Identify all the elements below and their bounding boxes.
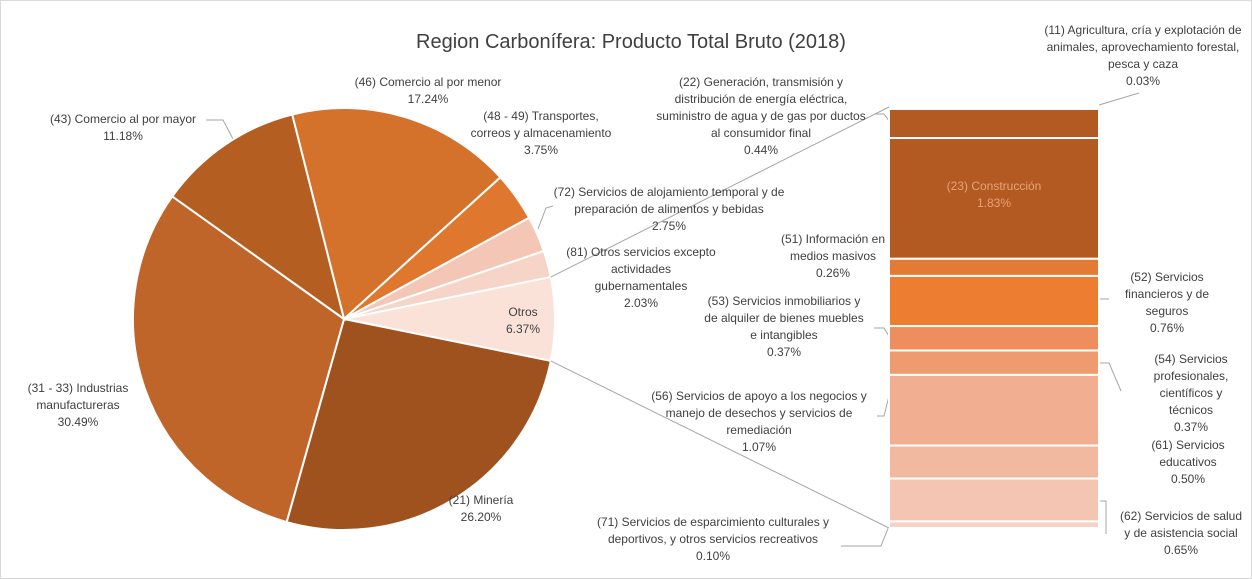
data-label: (56) Servicios de apoyo a los negocios y…: [634, 388, 884, 456]
leader-line: [877, 395, 890, 417]
data-label: (81) Otros servicios excepto actividades…: [566, 244, 716, 312]
category-label: (48 - 49) Transportes, correos y almacen…: [470, 109, 612, 140]
bar-segment: [888, 520, 1100, 529]
pie-slice: [170, 113, 346, 322]
category-label: (46) Comercio al por menor: [354, 75, 502, 89]
leader-line: [841, 525, 890, 547]
leader-line: [206, 119, 234, 140]
data-label: (21) Minería 26.20%: [421, 492, 541, 526]
bar-segment: [888, 325, 1100, 352]
value-label: 0.50%: [1170, 472, 1206, 486]
bar-segment: [888, 373, 1100, 447]
category-label: (31 - 33) Industrias manufactureras: [27, 381, 129, 412]
value-label: 3.75%: [523, 143, 559, 157]
category-label: (54) Servicios profesionales, científico…: [1153, 352, 1229, 417]
value-label: 0.76%: [1149, 321, 1185, 335]
category-label: (51) Información en medios masivos: [780, 232, 886, 263]
data-label: (71) Servicios de esparcimiento cultural…: [583, 514, 843, 565]
value-label: 2.75%: [651, 219, 687, 233]
value-label: 11.18%: [103, 129, 143, 143]
data-label: (53) Servicios inmobiliarios y de alquil…: [704, 293, 864, 361]
data-label: (62) Servicios de salud y de asistencia …: [1116, 508, 1246, 559]
chart-title: Region Carbonífera: Producto Total Bruto…: [416, 31, 846, 53]
bar-segment: [888, 274, 1100, 328]
leader-line: [1099, 500, 1107, 534]
value-label: 2.03%: [623, 296, 659, 310]
pie-slice: [131, 194, 346, 524]
value-label: 0.44%: [743, 143, 779, 157]
data-label: (22) Generación, transmisión y distribuc…: [656, 74, 866, 159]
bar-segment: [888, 107, 1100, 140]
category-label: (61) Servicios educativos: [1151, 438, 1225, 469]
category-label: Otros: [508, 305, 538, 319]
data-label: (52) Servicios financieros y de seguros 0…: [1107, 269, 1227, 337]
data-label: (51) Información en medios masivos 0.26%: [773, 231, 893, 282]
leader-line: [874, 113, 890, 122]
category-label: (11) Agricultura, cría y explotación de …: [1044, 23, 1242, 71]
data-label: (54) Servicios profesionales, científico…: [1136, 351, 1246, 436]
leader-line: [537, 205, 554, 230]
leader-line: [1098, 92, 1140, 106]
bar-segment: [888, 444, 1100, 480]
data-label: (11) Agricultura, cría y explotación de …: [1029, 22, 1252, 90]
category-label: (23) Construcción: [946, 179, 1042, 193]
value-label: 0.10%: [695, 549, 731, 563]
category-label: (53) Servicios inmobiliarios y de alquil…: [704, 294, 864, 342]
value-label: 0.03%: [1125, 74, 1161, 88]
value-label: 6.37%: [505, 322, 541, 336]
category-label: (43) Comercio al por mayor: [49, 112, 197, 126]
leader-lines: [206, 92, 1140, 547]
value-label: 0.37%: [766, 345, 802, 359]
bar-segment: [888, 137, 1100, 260]
category-label: (52) Servicios financieros y de seguros: [1124, 270, 1210, 318]
data-label: (43) Comercio al por mayor 11.18%: [33, 111, 213, 145]
category-label: (62) Servicios de salud y de asistencia …: [1119, 509, 1243, 540]
value-label: 26.20%: [460, 510, 502, 524]
leader-line: [1099, 362, 1122, 392]
category-label: (72) Servicios de alojamiento temporal y…: [553, 185, 785, 216]
category-label: (56) Servicios de apoyo a los negocios y…: [651, 389, 867, 437]
value-label: 1.83%: [976, 196, 1012, 210]
leader-line: [874, 327, 890, 337]
pie-slice: [290, 107, 502, 321]
data-label: Otros 6.37%: [493, 304, 553, 338]
data-label: (31 - 33) Industrias manufactureras 30.49…: [8, 380, 148, 431]
value-label: 17.24%: [407, 92, 449, 106]
bar-segment: [888, 477, 1100, 523]
value-label: 1.07%: [741, 440, 777, 454]
connector-line: [550, 106, 890, 278]
category-label: (71) Servicios de esparcimiento cultural…: [596, 515, 830, 546]
bar-segment: [888, 257, 1100, 277]
data-label: (48 - 49) Transportes, correos y almacen…: [466, 108, 616, 159]
value-label: 30.49%: [57, 415, 99, 429]
category-label: (21) Minería: [448, 493, 514, 507]
value-label: 0.65%: [1163, 543, 1199, 557]
data-label: (61) Servicios educativos 0.50%: [1133, 437, 1243, 488]
data-label: (23) Construcción 1.83%: [934, 178, 1054, 212]
category-label: (81) Otros servicios excepto actividades…: [566, 245, 716, 293]
data-label: (72) Servicios de alojamiento temporal y…: [539, 184, 799, 235]
category-label: (22) Generación, transmisión y distribuc…: [656, 75, 866, 140]
value-label: 0.37%: [1173, 420, 1209, 434]
data-label: (46) Comercio al por menor 17.24%: [318, 74, 538, 108]
pie-slice: [285, 317, 552, 531]
value-label: 0.26%: [815, 266, 851, 280]
connector-line: [550, 360, 890, 529]
bar-segment: [888, 349, 1100, 376]
